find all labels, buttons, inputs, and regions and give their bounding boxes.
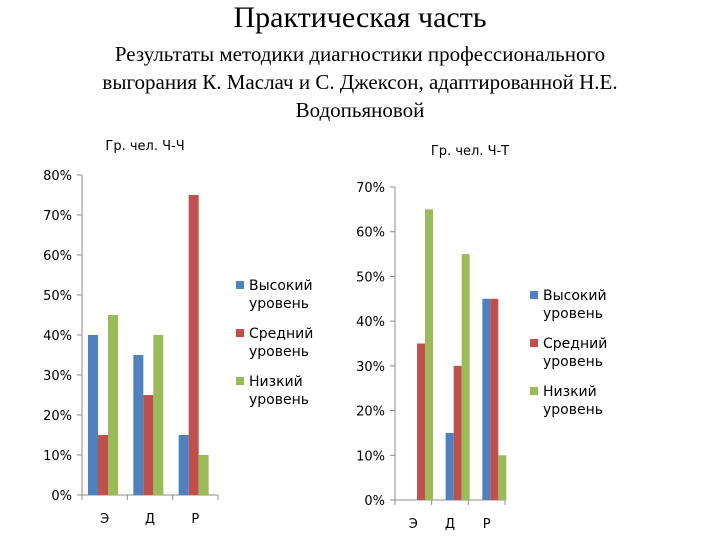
- y-tick-label: 40%: [356, 315, 385, 330]
- legend-swatch-medium: [236, 329, 244, 337]
- bar-low-Д: [461, 254, 470, 500]
- chart-title: Гр. чел. Ч-Ч: [105, 139, 184, 154]
- legend-swatch-high: [236, 281, 244, 289]
- legend-swatch-medium: [530, 339, 538, 347]
- y-tick-label: 70%: [43, 209, 72, 224]
- x-tick-label: Д: [445, 517, 455, 532]
- y-tick-label: 20%: [356, 405, 385, 420]
- bar-high-Д: [445, 432, 454, 500]
- x-tick-label: Р: [191, 512, 199, 527]
- y-tick-label: 30%: [356, 360, 385, 375]
- legend-swatch-low: [236, 377, 244, 385]
- legend-label: Высокий уровень: [543, 288, 607, 322]
- subtitle-line: Водопьяновой: [295, 98, 425, 122]
- legend-label-line: Высокий: [249, 278, 313, 294]
- y-tick-label: 40%: [43, 329, 72, 344]
- bar-medium-Э: [98, 435, 108, 495]
- bar-low-Э: [108, 315, 118, 495]
- bar-medium-Р: [188, 195, 199, 495]
- legend-label-line: уровень: [249, 344, 309, 360]
- bar-low-Э: [425, 209, 433, 500]
- legend-label: Низкий уровень: [249, 374, 309, 408]
- y-tick-label: 10%: [356, 449, 385, 464]
- bar-high-Э: [88, 335, 98, 495]
- legend-swatch-high: [530, 291, 538, 299]
- subtitle-line: Результаты методики диагностики професси…: [114, 42, 606, 66]
- legend-label-line: уровень: [249, 296, 309, 312]
- legend-label: Низкий уровень: [543, 384, 603, 418]
- chart-group-ch-ch: Гр. чел. Ч-Ч 0% 10% 20% 30% 40% 50% 60% 70% 80% Э Д…: [43, 139, 313, 527]
- legend-label-line: Низкий: [543, 384, 597, 400]
- legend-label-line: Низкий: [249, 374, 303, 390]
- bar-high-Р: [178, 435, 189, 495]
- y-tick-label: 20%: [43, 409, 72, 424]
- y-tick-label: 10%: [43, 449, 72, 464]
- y-tick-label: 0%: [51, 489, 72, 504]
- bar-high-Д: [133, 355, 144, 495]
- bar-medium-Э: [417, 343, 425, 500]
- y-tick-label: 80%: [43, 169, 72, 184]
- bar-medium-Д: [143, 395, 154, 495]
- y-tick-label: 30%: [43, 369, 72, 384]
- bar-medium-Д: [453, 365, 462, 500]
- x-tick-label: Р: [483, 517, 491, 532]
- bar-medium-Р: [490, 298, 499, 500]
- y-tick-label: 60%: [43, 249, 72, 264]
- bar-low-Р: [198, 455, 209, 495]
- legend-label-line: Средний: [249, 326, 313, 342]
- legend-label: Средний уровень: [543, 336, 607, 370]
- legend-label-line: уровень: [249, 392, 309, 408]
- chart-group-ch-t: Гр. чел. Ч-Т 0% 10% 20% 30% 40% 50% 60% 70% Э Д Р Вы…: [356, 144, 607, 532]
- slide-title: Практическая часть: [233, 1, 487, 34]
- x-tick-label: Э: [100, 512, 109, 527]
- y-tick-label: 0%: [364, 494, 385, 509]
- slide-subtitle: Результаты методики диагностики професси…: [20, 40, 700, 124]
- bar-low-Д: [153, 335, 164, 495]
- bar-high-Р: [482, 298, 491, 500]
- legend-label-line: уровень: [543, 402, 603, 418]
- x-tick-label: Э: [409, 517, 418, 532]
- chart-title: Гр. чел. Ч-Т: [431, 144, 509, 159]
- y-tick-label: 50%: [43, 289, 72, 304]
- bar-low-Р: [498, 455, 507, 500]
- y-tick-label: 70%: [356, 181, 385, 196]
- legend-label: Высокий уровень: [249, 278, 313, 312]
- subtitle-line: выгорания К. Маслач и С. Джексон, адапти…: [102, 70, 618, 94]
- y-tick-label: 60%: [356, 226, 385, 241]
- legend-label-line: Высокий: [543, 288, 607, 304]
- legend-label-line: уровень: [543, 354, 603, 370]
- y-tick-label: 50%: [356, 270, 385, 285]
- legend-label: Средний уровень: [249, 326, 313, 360]
- legend-swatch-low: [530, 387, 538, 395]
- legend-label-line: уровень: [543, 306, 603, 322]
- legend-label-line: Средний: [543, 336, 607, 352]
- x-tick-label: Д: [145, 512, 155, 527]
